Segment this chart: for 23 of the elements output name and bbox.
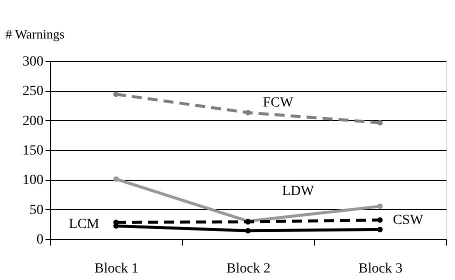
series-label: LDW bbox=[282, 184, 315, 200]
series-label: FCW bbox=[262, 96, 294, 111]
point bbox=[377, 226, 383, 232]
y-tick-label: 300 bbox=[22, 54, 44, 70]
point bbox=[377, 204, 383, 210]
y-tick-label: 150 bbox=[22, 144, 44, 158]
x-tick-label: Block 3 bbox=[358, 262, 402, 276]
y-tick-label: 200 bbox=[22, 114, 44, 129]
y-tick-label: 0 bbox=[36, 232, 44, 248]
point bbox=[377, 120, 383, 126]
point bbox=[113, 91, 119, 97]
point bbox=[377, 217, 383, 223]
point bbox=[245, 228, 251, 234]
x-tick-label: Block 1 bbox=[94, 262, 138, 276]
y-tick-label: 250 bbox=[22, 84, 44, 100]
y-tick-label: 100 bbox=[22, 173, 44, 188]
series-label: CSW bbox=[392, 213, 424, 228]
x-tick-label: Block 2 bbox=[226, 262, 270, 276]
y-tick-label: 50 bbox=[30, 202, 44, 218]
point bbox=[113, 176, 119, 182]
y-axis-title: # Warnings bbox=[6, 26, 65, 42]
series-label: LCM bbox=[68, 216, 100, 232]
point bbox=[245, 110, 251, 116]
